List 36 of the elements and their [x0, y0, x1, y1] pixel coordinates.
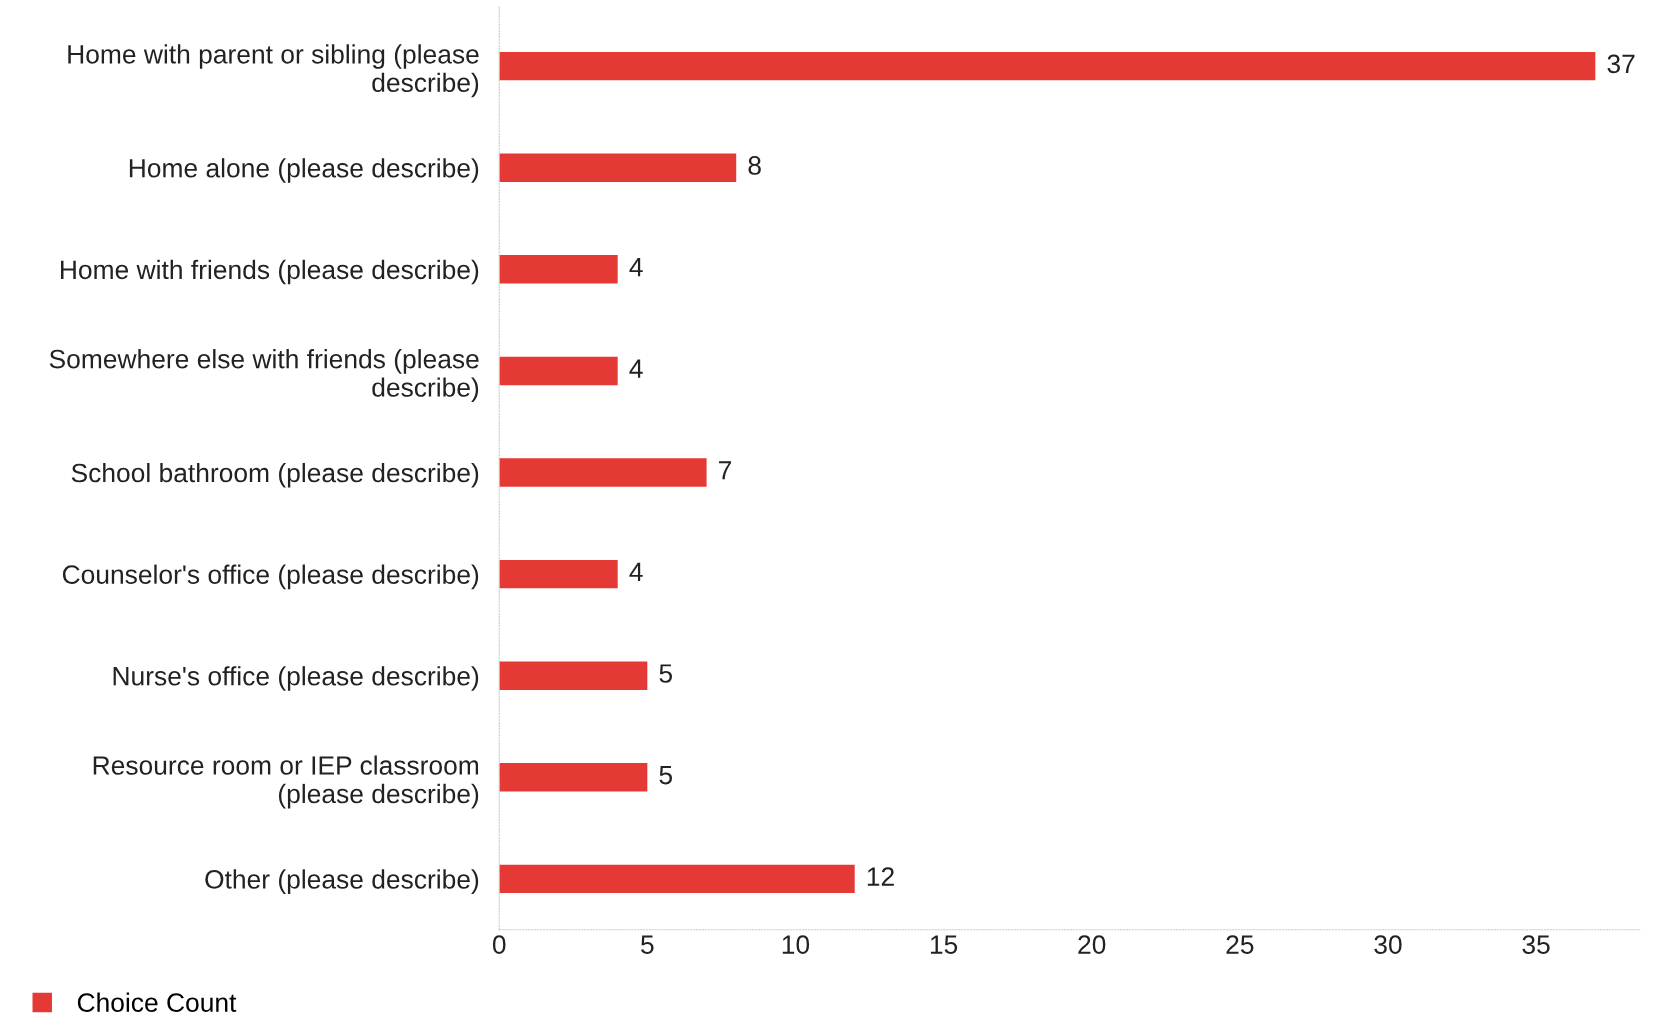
- bar: [499, 559, 618, 589]
- y-tick-label: School bathroom (please describe): [71, 462, 479, 488]
- x-tick-label: 25: [1226, 935, 1254, 954]
- y-tick-label: Resource room or IEP classroom (please describe): [93, 755, 479, 809]
- bar: [499, 458, 707, 487]
- y-tick-label: Nurse's office (please describe): [113, 666, 479, 691]
- data-label: 7: [719, 461, 732, 480]
- x-tick-label: 0: [492, 935, 506, 954]
- data-label: 4: [629, 359, 643, 378]
- x-tick-label: 15: [930, 935, 958, 954]
- x-tick-label: 20: [1078, 935, 1106, 954]
- legend-label: Choice Count: [77, 992, 237, 1012]
- x-tick-label: 5: [641, 935, 654, 954]
- bar: [499, 763, 648, 792]
- x-tick-label: 10: [782, 935, 810, 954]
- bar: [499, 153, 737, 182]
- y-tick-label: Home with parent or sibling (please describe): [68, 44, 479, 98]
- y-tick-label: Other (please describe): [205, 869, 479, 894]
- data-label: 4: [629, 257, 643, 277]
- y-tick-label: Counselor's office (please describe): [62, 564, 479, 590]
- data-label: 12: [867, 867, 894, 886]
- data-label: 5: [659, 765, 673, 785]
- x-tick-label: 35: [1522, 935, 1550, 954]
- x-tick-label: 30: [1374, 935, 1402, 954]
- bar: [499, 661, 648, 690]
- y-tick-label: Home alone (please describe): [129, 158, 479, 183]
- bar: [499, 356, 618, 386]
- bar: [499, 255, 618, 284]
- bar: [499, 51, 1596, 81]
- y-tick-label: Somewhere else with friends (please describe): [49, 349, 479, 403]
- y-tick-label: Home with friends (please describe): [61, 259, 479, 285]
- data-label: 37: [1607, 54, 1635, 74]
- data-label: 4: [629, 562, 643, 581]
- data-label: 5: [659, 664, 673, 683]
- data-label: 8: [748, 156, 761, 175]
- bar: [499, 864, 855, 894]
